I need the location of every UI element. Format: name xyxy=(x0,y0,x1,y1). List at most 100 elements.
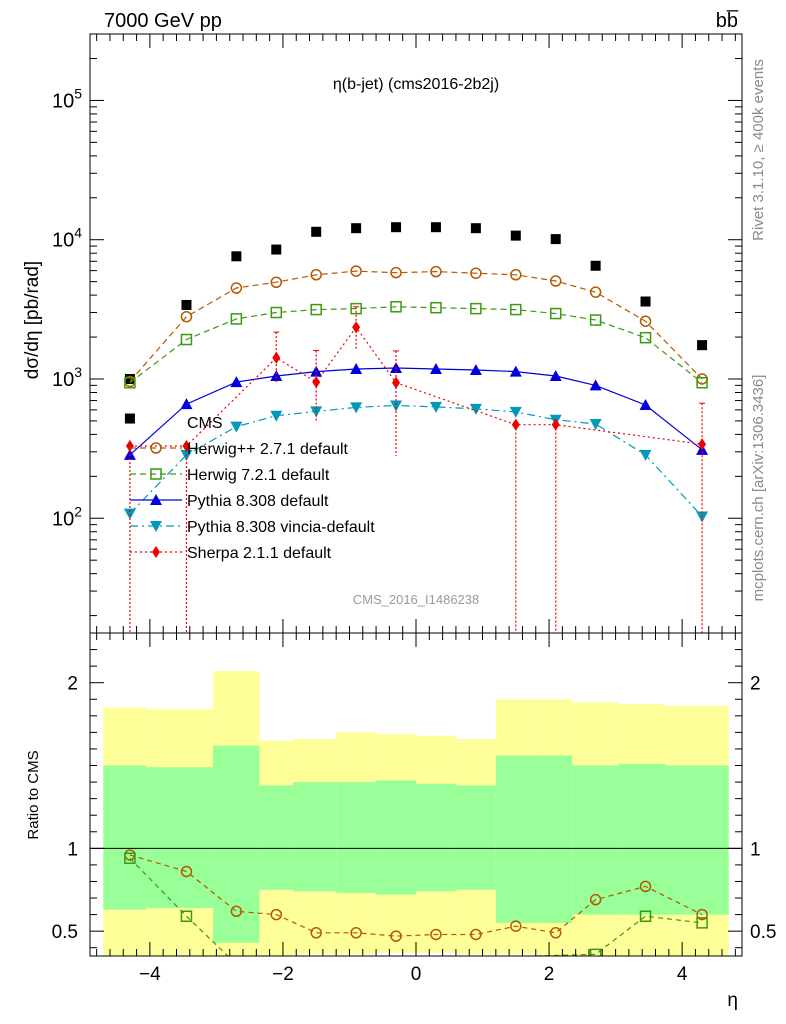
data-point xyxy=(429,401,442,413)
series-line xyxy=(129,270,703,382)
y-tick-label: 103 xyxy=(52,364,82,391)
data-point xyxy=(182,440,191,453)
data-point xyxy=(639,315,652,327)
data-point xyxy=(124,852,136,865)
data-point xyxy=(230,313,243,325)
data-point xyxy=(510,920,522,932)
data-point xyxy=(231,251,242,262)
y-tick-label: 102 xyxy=(52,503,82,530)
uncertainty-band-green xyxy=(618,763,666,915)
series-line xyxy=(129,367,703,456)
data-point xyxy=(696,908,708,921)
data-point xyxy=(551,418,560,431)
data-point xyxy=(150,494,162,505)
data-point xyxy=(549,927,562,939)
data-point xyxy=(392,376,401,389)
uncertainty-band-green xyxy=(213,745,260,943)
main-frame xyxy=(89,33,743,634)
uncertainty-band-green xyxy=(665,765,729,915)
data-point xyxy=(180,398,193,410)
data-point xyxy=(469,364,482,376)
data-point xyxy=(509,406,522,418)
legend-entry: Herwig++ 2.7.1 default xyxy=(130,441,349,458)
data-point xyxy=(550,234,561,245)
ratio-uncertainty-bands xyxy=(103,671,729,956)
main-plot xyxy=(123,222,709,633)
data-point xyxy=(150,468,162,480)
uncertainty-band-green xyxy=(336,782,377,894)
data-point xyxy=(150,521,162,532)
x-tick-label: 2 xyxy=(544,964,555,985)
data-point xyxy=(510,303,522,316)
uncertainty-band-green xyxy=(103,765,147,910)
data-point xyxy=(549,275,562,287)
x-tick-label: −4 xyxy=(139,964,161,985)
data-point xyxy=(510,230,521,241)
ratio-y-tick-label-left: 0.5 xyxy=(52,922,78,943)
data-point xyxy=(390,301,402,313)
data-point xyxy=(124,373,135,384)
ratio-plot xyxy=(90,847,742,969)
legend: CMS Herwig++ 2.7.1 default Herwig 7.2.1 de… xyxy=(130,415,375,562)
data-point xyxy=(430,265,442,278)
data-point xyxy=(152,546,160,558)
data-point xyxy=(352,321,361,334)
data-point xyxy=(589,379,602,391)
uncertainty-band-green xyxy=(292,782,337,892)
data-point xyxy=(270,306,283,319)
series-line xyxy=(129,306,703,384)
data-point xyxy=(124,413,135,424)
data-point xyxy=(180,333,193,346)
rivet-label: Rivet 3.1.10, ≥ 400k events xyxy=(750,59,767,241)
data-point xyxy=(310,269,322,281)
data-point xyxy=(271,244,282,255)
ratio-line xyxy=(129,854,703,937)
data-point xyxy=(310,927,322,939)
mcplots-label: mcplots.cern.ch [arXiv:1306.3436] xyxy=(750,375,767,602)
data-point xyxy=(124,376,136,389)
series-herwig-7-2-1-default xyxy=(124,301,708,389)
series-line xyxy=(129,404,703,517)
data-point xyxy=(549,370,562,382)
uncertainty-band-green xyxy=(259,785,293,890)
data-point xyxy=(311,226,322,237)
axes: 102 103 104 105 −4 −2 0 2 4 0.5 0.5 1 1 2 2 xyxy=(52,33,776,985)
data-point xyxy=(351,223,362,234)
data-point xyxy=(390,266,402,279)
x-tick-label: −2 xyxy=(272,964,294,985)
data-point xyxy=(697,340,708,351)
data-point xyxy=(231,959,241,969)
y-tick-label: 104 xyxy=(52,225,82,252)
legend-entry: Sherpa 2.1.1 default xyxy=(130,545,332,562)
data-point xyxy=(589,314,602,326)
legend-entry: Herwig 7.2.1 default xyxy=(130,467,330,484)
data-point xyxy=(430,222,441,233)
data-point xyxy=(181,299,192,310)
data-point xyxy=(639,331,652,344)
legend-entry: Pythia 8.308 vincia-default xyxy=(130,519,375,536)
data-point xyxy=(270,908,283,921)
x-tick-label: 4 xyxy=(677,964,688,985)
uncertainty-band-green xyxy=(539,755,573,923)
data-point xyxy=(125,440,134,453)
legend-label: Pythia 8.308 vincia-default xyxy=(187,519,375,536)
data-point xyxy=(180,910,193,922)
data-point xyxy=(639,880,652,893)
legend-entry: CMS xyxy=(187,415,223,432)
data-point xyxy=(312,376,321,389)
series-cms xyxy=(124,222,708,424)
data-point xyxy=(180,865,193,878)
data-point xyxy=(640,296,651,307)
header-left: 7000 GeV pp xyxy=(104,10,222,32)
data-point xyxy=(549,307,562,320)
data-point xyxy=(230,282,243,294)
uncertainty-band-green xyxy=(376,780,416,895)
uncertainty-band-green xyxy=(495,755,540,923)
ratio-y-axis-label: Ratio to CMS xyxy=(25,750,42,839)
data-point xyxy=(180,310,193,323)
data-point xyxy=(391,222,402,233)
data-point xyxy=(350,362,363,374)
data-point xyxy=(270,370,283,382)
data-point xyxy=(639,910,652,922)
